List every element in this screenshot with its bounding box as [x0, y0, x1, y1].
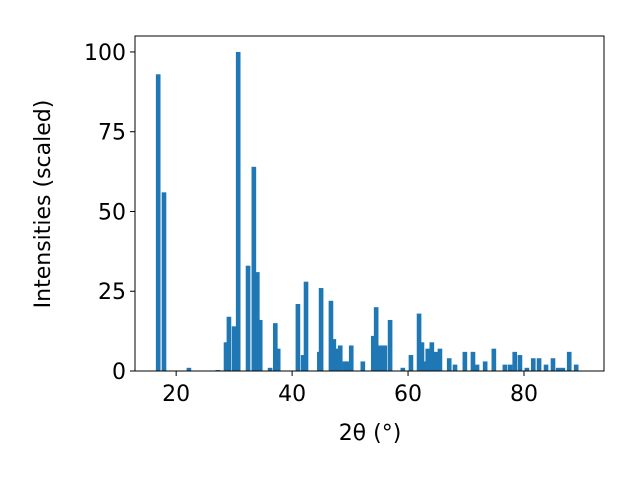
- bar: [223, 342, 229, 371]
- bar: [360, 361, 366, 371]
- bar: [251, 166, 257, 371]
- y-axis-label: Intensities (scaled): [31, 100, 56, 309]
- x-tick-label: 60: [394, 382, 422, 407]
- bar: [348, 345, 354, 371]
- bar: [318, 288, 324, 371]
- bar: [433, 351, 439, 371]
- y-tick-label: 100: [84, 41, 126, 66]
- bar: [419, 342, 425, 371]
- x-tick-label: 80: [510, 382, 538, 407]
- bar: [416, 313, 422, 371]
- y-tick-label: 50: [98, 200, 126, 225]
- bar: [474, 364, 480, 371]
- bar: [378, 345, 384, 371]
- bar: [267, 367, 273, 371]
- bar: [331, 339, 337, 371]
- bar: [344, 361, 350, 371]
- bar: [155, 74, 161, 372]
- bar: [275, 348, 281, 371]
- bar: [342, 361, 348, 371]
- bar: [370, 335, 376, 371]
- bar: [462, 351, 468, 371]
- bar: [373, 307, 379, 371]
- bar: [328, 300, 334, 371]
- bar: [530, 358, 536, 371]
- x-tick-label: 40: [278, 382, 306, 407]
- bar: [452, 364, 458, 371]
- bar: [507, 364, 513, 371]
- bar: [543, 364, 549, 371]
- bar: [512, 351, 518, 371]
- bar: [517, 355, 523, 371]
- bar: [550, 358, 556, 371]
- bar: [335, 348, 340, 371]
- y-tick-label: 0: [112, 360, 126, 385]
- bar: [257, 319, 263, 371]
- y-tick-label: 25: [98, 280, 126, 305]
- bar: [300, 355, 306, 371]
- bar: [482, 361, 488, 371]
- bar: [437, 348, 443, 371]
- bar: [422, 361, 428, 371]
- bar: [524, 367, 530, 371]
- bar: [566, 351, 572, 371]
- bar: [231, 326, 237, 371]
- bar: [382, 345, 388, 371]
- bar: [429, 342, 435, 371]
- bar: [446, 358, 452, 371]
- y-tick-label: 75: [98, 121, 126, 146]
- x-tick-label: 20: [162, 382, 190, 407]
- bar: [560, 367, 566, 371]
- bar: [502, 364, 508, 371]
- bar: [272, 323, 278, 371]
- bar: [375, 355, 381, 371]
- x-axis-label: 2θ (°): [339, 421, 402, 446]
- plot-frame: [134, 35, 605, 372]
- bar: [303, 281, 309, 371]
- bar: [536, 358, 542, 371]
- bar: [491, 348, 497, 371]
- bar: [387, 319, 393, 371]
- bar: [245, 265, 251, 371]
- bar: [255, 272, 260, 371]
- bar: [161, 192, 167, 371]
- bar: [400, 367, 406, 371]
- bar: [295, 304, 301, 371]
- bar: [337, 345, 343, 371]
- bar: [470, 351, 476, 371]
- bar: [573, 364, 579, 371]
- bar: [226, 316, 232, 371]
- bar: [425, 348, 431, 371]
- bar: [235, 51, 241, 371]
- bar: [186, 367, 192, 371]
- bar: [408, 355, 414, 371]
- bar: [555, 367, 561, 371]
